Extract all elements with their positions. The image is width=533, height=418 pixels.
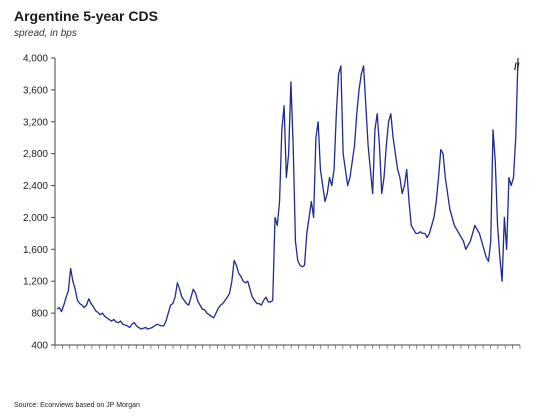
- y-tick-label: 3,200: [23, 117, 48, 128]
- y-tick-label: 3,600: [23, 85, 48, 96]
- y-tick-label: 1,200: [23, 277, 48, 288]
- y-tick-label: 800: [31, 309, 48, 320]
- series-line-0: [56, 57, 519, 330]
- series-group: [56, 57, 519, 330]
- y-tick-label: 400: [31, 341, 48, 352]
- x-axis: [54, 344, 521, 349]
- chart-source: Source: Econviews based on JP Morgan: [14, 402, 140, 409]
- y-tick-label: 2,000: [23, 213, 48, 224]
- y-tick-label: 2,400: [23, 181, 48, 192]
- annotations: //: [514, 62, 520, 73]
- y-tick-label: 2,800: [23, 149, 48, 160]
- chart-subtitle: spread, in bps: [14, 28, 77, 39]
- chart-title: Argentine 5-year CDS: [14, 8, 158, 24]
- y-tick-label: 1,600: [23, 245, 48, 256]
- y-tick-label: 4,000: [23, 54, 48, 65]
- axis-break-annotation: //: [514, 62, 520, 73]
- y-axis: 4,000 3,600 3,200 2,800 2,400 2,000 1,600 1,200…: [23, 54, 56, 352]
